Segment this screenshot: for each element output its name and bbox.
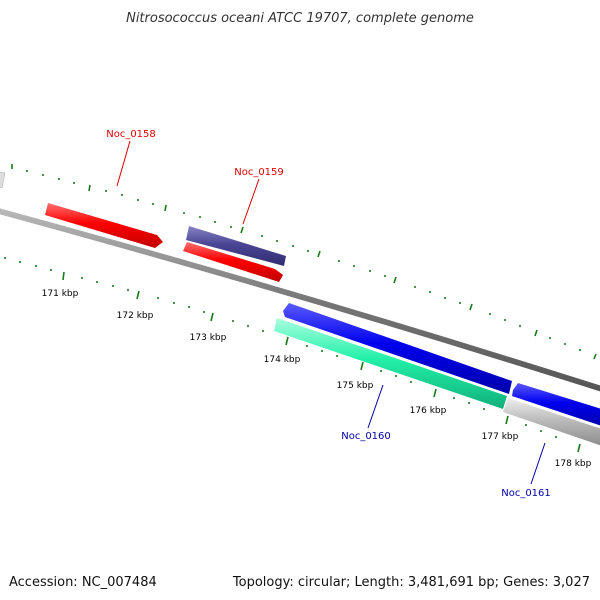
gene-noc-0158-arrow[interactable]: [45, 203, 163, 248]
gene-label-noc-0160[interactable]: Noc_0160: [341, 431, 391, 442]
noc-0160-callout-line: [367, 384, 384, 429]
map-title: Nitrosococcus oceani ATCC 19707, complet…: [126, 11, 474, 26]
gene-noc-0159-forward-arrow[interactable]: [183, 242, 283, 282]
gene-label-noc-0158[interactable]: Noc_0158: [106, 129, 156, 140]
tick-label-174: 174 kbp: [264, 355, 301, 365]
tick-label-173: 173 kbp: [190, 333, 227, 343]
gray-feature-arrow[interactable]: [503, 398, 600, 447]
accession-text: Accession: NC_007484: [9, 575, 157, 590]
noc-0158-callout-line: [116, 140, 131, 187]
noc-0159-callout-line: [242, 178, 260, 225]
tick-label-176: 176 kbp: [410, 406, 447, 416]
tick-label-175: 175 kbp: [337, 381, 374, 391]
inner-tick-ring: [4, 257, 581, 453]
genome-backbone: [0, 208, 600, 392]
blue-feature-arrow-2[interactable]: [512, 383, 600, 427]
outer-tick-ring: [11, 164, 597, 360]
gene-label-noc-0161[interactable]: Noc_0161: [501, 488, 551, 499]
green-feature-arrow[interactable]: [274, 318, 507, 409]
blue-feature-arrow-1[interactable]: [283, 303, 512, 394]
tick-label-171: 171 kbp: [42, 289, 79, 299]
tick-label-178: 178 kbp: [555, 459, 592, 469]
tick-label-172: 172 kbp: [117, 311, 154, 321]
backbone-end-cap: [0, 171, 6, 189]
tick-label-177: 177 kbp: [482, 432, 519, 442]
gene-label-noc-0159[interactable]: Noc_0159: [234, 167, 284, 178]
purple-feature-arrow[interactable]: [186, 226, 286, 266]
topology-text: Topology: circular; Length: 3,481,691 bp…: [232, 575, 590, 590]
noc-0161-callout-line: [530, 442, 546, 485]
